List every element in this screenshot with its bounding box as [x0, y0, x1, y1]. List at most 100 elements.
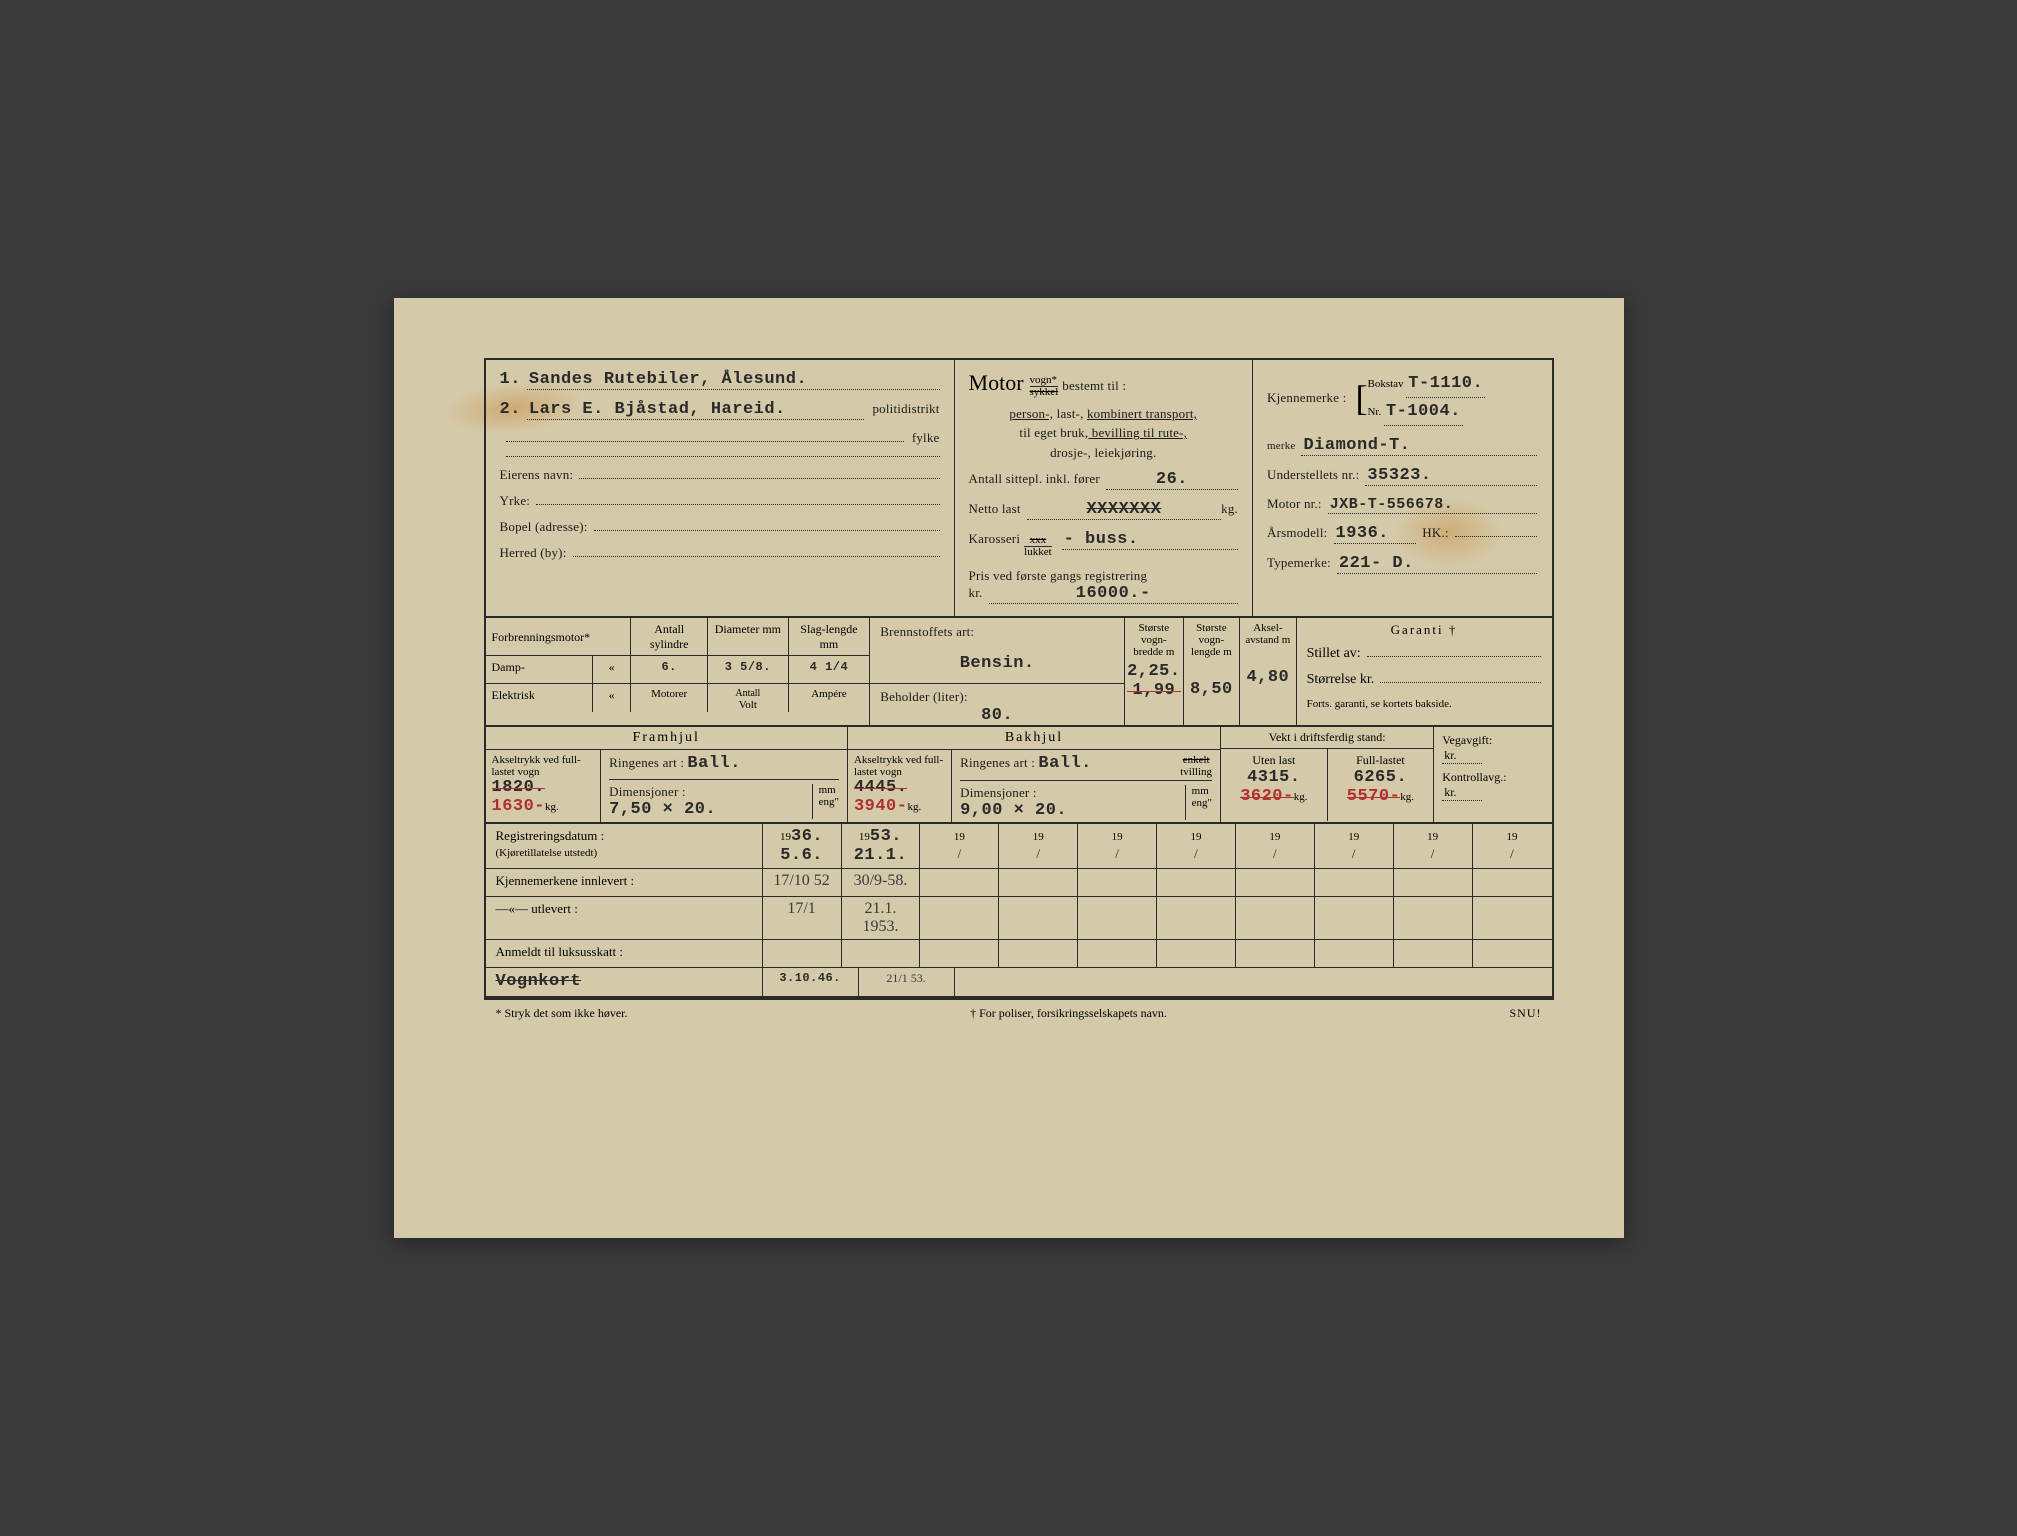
kombinert-opt: kombinert transport,	[1087, 406, 1197, 421]
arsmodell-label: Årsmodell:	[1267, 525, 1328, 541]
owner-num-1: 1.	[500, 370, 521, 389]
sykkel-label: sykkel	[1030, 386, 1059, 398]
engine-section: Forbrenningsmotor* Antall sylindre Diame…	[486, 618, 1552, 727]
reg-cell	[1236, 869, 1315, 896]
brennstoff-label: Brennstoffets art:	[880, 624, 1114, 640]
reg-cell: 19/	[1236, 824, 1315, 868]
reg-label-3: —«— utlevert :	[486, 897, 763, 939]
bredde-value-2: 1,99	[1127, 681, 1181, 700]
lengde-header: Største vogn-lengde m	[1186, 622, 1238, 658]
footer: * Stryk det som ikke høver. † For polise…	[484, 1000, 1554, 1021]
vognkort: Vognkort	[496, 972, 582, 991]
reg-cell	[1236, 940, 1315, 967]
reg-cell	[1157, 869, 1236, 896]
reg-cell	[920, 869, 999, 896]
reg-cell: 19/	[1157, 824, 1236, 868]
motornr-value: JXB-T-556678.	[1328, 496, 1538, 514]
reg-cell: 19/	[1078, 824, 1157, 868]
politidistrikt-label: politidistrikt	[872, 401, 939, 417]
hk-label: HK.:	[1422, 525, 1448, 541]
reg-cell: 19/	[999, 824, 1078, 868]
understell-value: 35323.	[1365, 466, 1537, 486]
reg-cell	[999, 897, 1078, 939]
reg-cell	[1473, 940, 1552, 967]
front-aksel-2: 1630-	[492, 797, 546, 816]
reg-cell	[763, 940, 842, 967]
reg-cell: 1936.5.6.	[763, 824, 842, 868]
uten-1: 4315.	[1225, 768, 1323, 787]
reg-cell	[842, 940, 921, 967]
reg-cell	[1078, 897, 1157, 939]
luksus-date-1: 3.10.46.	[763, 968, 859, 996]
syl-value: 6.	[631, 656, 708, 683]
reg-cell: 19/	[1394, 824, 1473, 868]
top-section: 1. Sandes Rutebiler, Ålesund. 2. Lars E.…	[486, 360, 1552, 618]
reg-cell	[1078, 869, 1157, 896]
forbrennings-label: Forbrenningsmotor*	[486, 618, 632, 655]
rear-dim: 9,00 × 20.	[960, 801, 1067, 820]
uten-label: Uten last	[1225, 753, 1323, 768]
reg-cell	[1394, 940, 1473, 967]
lengde-value: 8,50	[1186, 680, 1238, 699]
herred-label: Herred (by):	[500, 545, 567, 561]
motornr-label: Motor nr.:	[1267, 496, 1322, 512]
reg-cell	[1236, 897, 1315, 939]
reg-cell	[1157, 897, 1236, 939]
full-label: Full-lastet	[1332, 753, 1430, 768]
reg-cell	[1315, 869, 1394, 896]
yrke-label: Yrke:	[500, 493, 531, 509]
reg-cell: 17/1	[763, 897, 842, 939]
syl-header: Antall sylindre	[631, 618, 708, 655]
elektrisk-label: Elektrisk	[486, 684, 593, 712]
merke-label: merke	[1267, 440, 1295, 452]
owner-line-2: Lars E. Bjåstad, Hareid.	[527, 400, 865, 420]
sittepl-label: Antall sittepl. inkl. fører	[969, 471, 1100, 487]
person-opt: person-,	[1009, 406, 1053, 421]
merke-value: Diamond-T.	[1301, 436, 1537, 456]
reg-cell: 19/	[1473, 824, 1552, 868]
front-ring: Ball.	[687, 754, 741, 773]
id-panel: Kjennemerke : [ Bokstav T-1110. Nr. T-10…	[1253, 360, 1551, 616]
forts-label: Forts. garanti, se kortets bakside.	[1307, 698, 1542, 710]
reg-cell	[920, 940, 999, 967]
owner-num-2: 2.	[500, 400, 521, 419]
reg-cell: 30/9-58.	[842, 869, 921, 896]
uten-2: 3620-	[1240, 787, 1294, 806]
rear-aksel-1: 4445.	[854, 778, 908, 797]
reg-cell: 1953.21.1.	[842, 824, 921, 868]
bopel-label: Bopel (adresse):	[500, 519, 588, 535]
eier-label: Eierens navn:	[500, 467, 574, 483]
slag-value: 4 1/4	[789, 656, 870, 683]
front-aksel-1: 1820.	[492, 778, 546, 797]
slag-header: Slag-lengde mm	[789, 618, 870, 655]
registration-section: Registreringsdatum : (Kjøretillatelse ut…	[486, 824, 1552, 998]
reg-cell	[999, 869, 1078, 896]
arsmodell-value: 1936.	[1334, 524, 1417, 544]
reg-cell	[920, 897, 999, 939]
reg-cell: 19/	[920, 824, 999, 868]
reg-cell	[1315, 897, 1394, 939]
owner-panel: 1. Sandes Rutebiler, Ålesund. 2. Lars E.…	[486, 360, 955, 616]
reg-label-1: Registreringsdatum :	[496, 828, 605, 843]
reg-cell: 21.1. 1953.	[842, 897, 921, 939]
wheels-section: Framhjul Akseltrykk ved full-lastet vogn…	[486, 727, 1552, 824]
aksel-value: 4,80	[1242, 668, 1294, 687]
motor-heading: Motor	[969, 370, 1024, 395]
luksus-date-2: 21/1 53.	[859, 968, 955, 996]
typemerke-value: 221- D.	[1337, 554, 1538, 574]
reg-label-4: Anmeldt til luksusskatt :	[486, 940, 763, 967]
framhjul-header: Framhjul	[486, 727, 847, 750]
motorer-header: Motorer	[631, 684, 708, 712]
bredde-value-1: 2,25.	[1127, 662, 1181, 681]
reg-cell	[1473, 869, 1552, 896]
registration-card: 1. Sandes Rutebiler, Ålesund. 2. Lars E.…	[394, 298, 1624, 1238]
bracket-icon: [	[1346, 384, 1367, 413]
full-2: 5570-	[1347, 787, 1401, 806]
kg-label: kg.	[1221, 501, 1238, 517]
vekt-header: Vekt i driftsferdig stand:	[1221, 727, 1433, 749]
rear-aksel-2: 3940-	[854, 797, 908, 816]
aksel-front-label: Akseltrykk ved full-lastet vogn	[492, 754, 595, 778]
reg-years-row: Registreringsdatum : (Kjøretillatelse ut…	[486, 824, 1552, 869]
beholder-label: Beholder (liter):	[880, 689, 968, 704]
typemerke-label: Typemerke:	[1267, 555, 1331, 571]
